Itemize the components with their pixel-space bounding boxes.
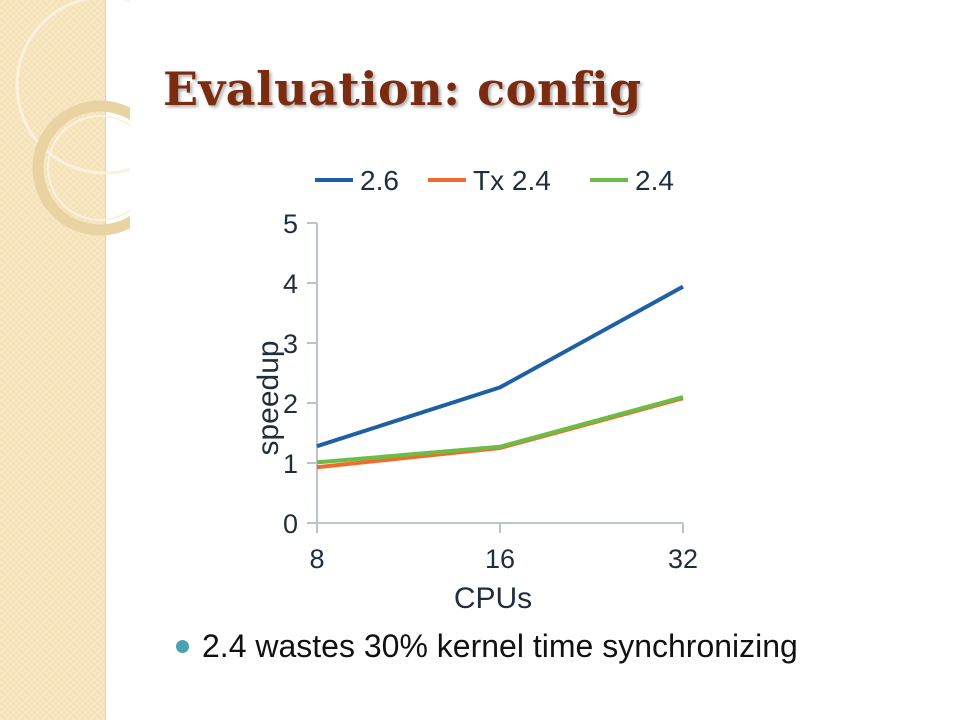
y-tick-label: 0 xyxy=(283,509,298,539)
chart-axes xyxy=(316,223,683,524)
y-tick-label: 5 xyxy=(283,209,298,239)
x-tick-label: 8 xyxy=(309,544,324,574)
deco-ring-inner-highlight xyxy=(47,115,130,221)
x-ticks: 8 16 32 xyxy=(309,523,698,574)
decorative-rings xyxy=(15,0,130,236)
deco-ring-outer xyxy=(15,0,130,175)
y-tick-label: 1 xyxy=(283,449,298,479)
bullet-dot-icon xyxy=(176,640,189,653)
bullet-text: 2.4 wastes 30% kernel time synchronizing xyxy=(202,628,798,664)
chart-series xyxy=(316,284,684,470)
legend-label: 2.4 xyxy=(635,165,674,196)
y-tick-label: 4 xyxy=(283,269,298,299)
y-ticks: 0 1 2 3 4 5 xyxy=(283,209,317,539)
y-axis-label: speedup xyxy=(252,340,285,455)
deco-ring-inner xyxy=(32,100,130,236)
y-tick-label: 2 xyxy=(283,389,298,419)
legend-label: 2.6 xyxy=(360,165,399,196)
chart-legend: 2.6 Tx 2.4 2.4 xyxy=(315,165,674,196)
bullet-item: 2.4 wastes 30% kernel time synchronizing xyxy=(176,628,798,665)
x-tick-label: 16 xyxy=(485,544,515,574)
legend-label: Tx 2.4 xyxy=(473,165,551,196)
y-tick-label: 3 xyxy=(283,329,298,359)
side-decoration-strip xyxy=(0,0,106,720)
x-tick-label: 32 xyxy=(668,544,698,574)
slide-title: Evaluation: config xyxy=(163,62,642,116)
x-axis-label: CPUs xyxy=(454,582,532,615)
series-line-0 xyxy=(316,284,684,449)
